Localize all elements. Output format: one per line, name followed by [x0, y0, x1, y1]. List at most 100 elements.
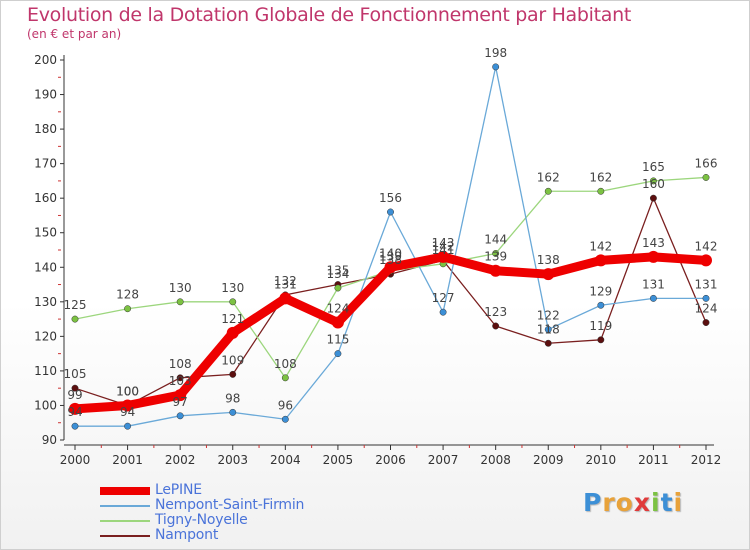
- data-point-lepine: [700, 254, 712, 267]
- data-point-tigny-noyelle: [492, 250, 500, 257]
- data-point-tigny-noyelle: [649, 177, 657, 185]
- x-tick-label: 2007: [428, 453, 459, 467]
- data-label-nampont: 123: [484, 305, 507, 319]
- chart-subtitle: (en € et par an): [27, 27, 122, 41]
- legend-swatch-tigny-noyelle: [100, 520, 150, 522]
- data-label-tigny-noyelle: 134: [326, 267, 349, 281]
- series-layer: [69, 63, 712, 430]
- data-label-nampont: 119: [589, 319, 612, 333]
- data-point-nempont-saint-firmin: [649, 294, 657, 302]
- data-point-tigny-noyelle: [71, 315, 79, 323]
- y-tick-label: 120: [34, 329, 57, 343]
- x-tick-label: 2012: [691, 453, 722, 467]
- data-point-lepine: [174, 389, 187, 402]
- series-line-tigny-noyelle: [74, 176, 707, 379]
- data-label-nempont-saint-firmin: 131: [695, 277, 718, 291]
- legend-swatch-nempont-saint-firmin: [100, 505, 150, 507]
- y-tick-label: 190: [34, 88, 57, 102]
- data-label-nempont-saint-firmin: 96: [278, 398, 293, 412]
- data-label-lepine: 99: [67, 388, 82, 402]
- data-label-tigny-noyelle: 162: [537, 170, 560, 184]
- data-label-nampont: 108: [169, 357, 192, 371]
- data-point-nampont: [544, 339, 552, 347]
- data-label-nampont: 124: [695, 302, 718, 316]
- data-label-lepine: 124: [326, 302, 349, 316]
- data-point-nempont-saint-firmin: [387, 208, 394, 216]
- data-label-nempont-saint-firmin: 129: [589, 284, 612, 298]
- legend-swatch-nampont: [100, 535, 150, 537]
- data-label-nempont-saint-firmin: 115: [326, 333, 349, 347]
- logo-letter: r: [602, 488, 616, 517]
- data-label-lepine: 142: [589, 239, 612, 253]
- data-label-nempont-saint-firmin: 156: [379, 191, 402, 205]
- data-point-nampont: [597, 336, 605, 344]
- data-point-nempont-saint-firmin: [229, 408, 237, 416]
- data-label-lepine: 143: [432, 236, 455, 250]
- data-label-nampont: 132: [274, 274, 297, 288]
- logo-letter: o: [615, 488, 634, 517]
- y-tick-label: 160: [34, 191, 57, 205]
- legend-label-nampont: Nampont: [155, 527, 219, 543]
- x-tick-label: 2011: [638, 453, 669, 467]
- data-point-tigny-noyelle: [281, 374, 289, 382]
- data-label-lepine: 138: [537, 253, 560, 267]
- data-label-nempont-saint-firmin: 98: [225, 391, 240, 405]
- data-label-tigny-noyelle: 108: [274, 357, 297, 371]
- data-label-tigny-noyelle: 125: [64, 298, 87, 312]
- data-label-lepine: 139: [484, 250, 507, 264]
- y-tick-label: 140: [34, 260, 57, 274]
- x-tick-label: 2008: [480, 453, 511, 467]
- data-point-lepine: [69, 402, 81, 415]
- chart-axes: 90 100 110 120 130 140 150 160 170 180 190 200 2000 2…: [34, 53, 721, 467]
- logo-letter: x: [633, 488, 651, 517]
- data-point-nampont: [229, 370, 237, 378]
- data-point-nampont: [492, 322, 500, 330]
- data-label-nempont-saint-firmin: 127: [432, 291, 455, 305]
- y-tick-label: 180: [34, 122, 57, 136]
- y-tick-label: 150: [34, 226, 57, 240]
- data-point-nampont: [176, 374, 184, 382]
- data-label-nempont-saint-firmin: 131: [642, 277, 665, 291]
- x-tick-label: 2006: [375, 453, 406, 467]
- legend-label-nempont-saint-firmin: Nempont-Saint-Firmin: [155, 497, 305, 513]
- legend-label-tigny-noyelle: Tigny-Noyelle: [155, 512, 248, 528]
- data-label-nampont: 105: [64, 367, 87, 381]
- data-point-tigny-noyelle: [229, 298, 237, 306]
- logo-letter: i: [673, 488, 684, 517]
- proxiti-logo: Proxiti: [583, 488, 683, 517]
- data-point-nempont-saint-firmin: [492, 63, 500, 71]
- data-label-lepine: 131: [274, 277, 297, 291]
- data-label-tigny-noyelle: 141: [432, 243, 455, 257]
- data-point-lepine: [226, 326, 239, 339]
- data-label-lepine: 140: [379, 246, 402, 260]
- data-label-nampont: 109: [221, 353, 244, 367]
- data-point-tigny-noyelle: [334, 284, 342, 292]
- data-labels-layer: 105 100 108 109 132 135 138 142 123 118 119 160 124 1…: [64, 46, 718, 419]
- data-label-tigny-noyelle: 166: [695, 156, 718, 170]
- logo-letter: P: [583, 488, 603, 517]
- data-point-tigny-noyelle: [124, 305, 132, 313]
- data-label-nempont-saint-firmin: 122: [537, 308, 560, 322]
- data-label-tigny-noyelle: 130: [169, 281, 192, 295]
- data-point-nempont-saint-firmin: [71, 422, 79, 430]
- y-tick-label: 130: [34, 295, 57, 309]
- data-point-lepine: [594, 254, 607, 267]
- data-label-nempont-saint-firmin: 97: [173, 395, 188, 409]
- y-tick-label: 170: [34, 157, 57, 171]
- data-label-lepine: 121: [221, 312, 244, 326]
- data-point-lepine: [279, 292, 292, 305]
- data-point-tigny-noyelle: [544, 187, 552, 195]
- data-point-tigny-noyelle: [176, 298, 184, 306]
- data-point-tigny-noyelle: [597, 187, 605, 195]
- data-point-nempont-saint-firmin: [439, 308, 447, 316]
- y-tick-label: 200: [34, 53, 57, 67]
- data-label-nampont: 118: [537, 322, 560, 336]
- data-point-lepine: [331, 316, 344, 329]
- logo-letter: i: [651, 488, 661, 517]
- x-tick-label: 2010: [586, 453, 617, 467]
- data-point-nempont-saint-firmin: [334, 350, 342, 358]
- data-point-lepine: [489, 264, 502, 277]
- data-label-lepine: 103: [169, 374, 192, 388]
- data-label-nampont: 138: [379, 253, 402, 267]
- x-tick-label: 2009: [533, 453, 564, 467]
